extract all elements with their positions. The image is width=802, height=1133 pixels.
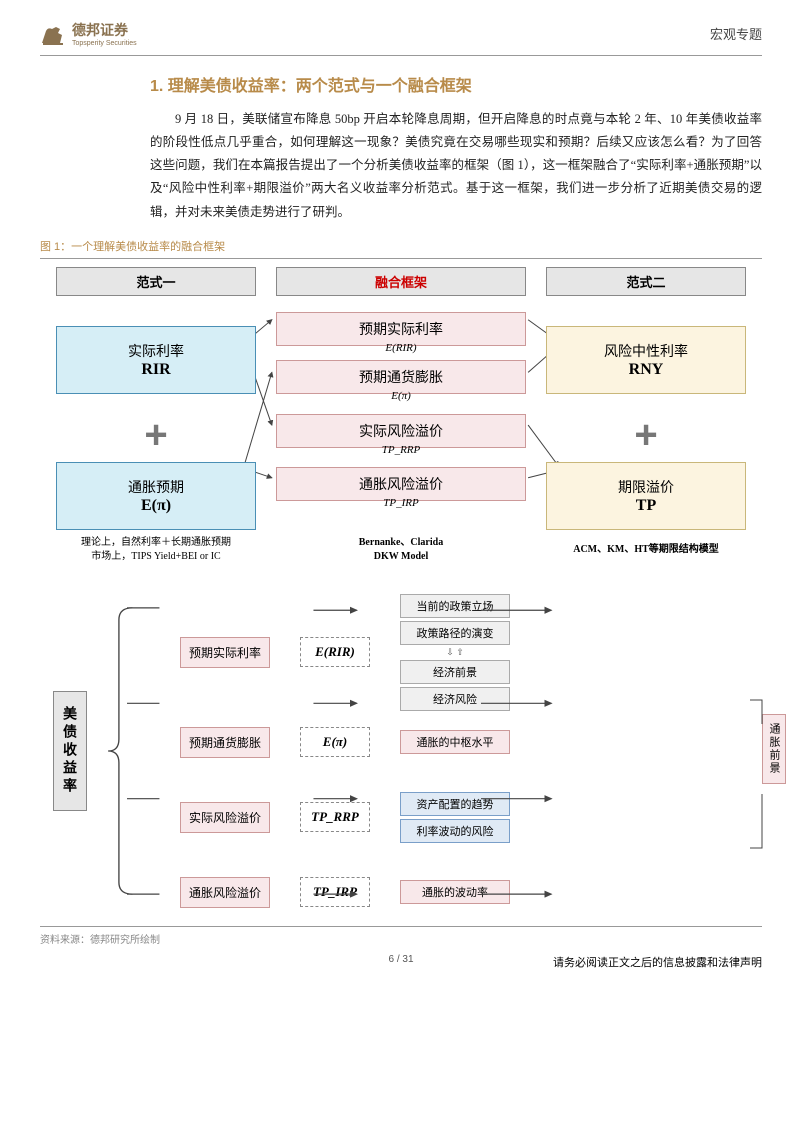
page-footer: 6 / 31 请务必阅读正文之后的信息披露和法律声明 <box>40 954 762 970</box>
note-right: ACM、KM、HT等期限结构模型 <box>546 543 746 557</box>
company-name: 德邦证券 <box>72 22 128 38</box>
paradigm-1-header: 范式一 <box>56 267 256 296</box>
rate-volatility-box: 利率波动的风险 <box>400 819 510 843</box>
risk-neutral-yield-box: 风险中性利率RNY <box>546 326 746 394</box>
logo: 德邦证券 Topsperity Securities <box>40 20 137 47</box>
plus-right: + <box>546 415 746 455</box>
page-header: 德邦证券 Topsperity Securities 宏观专题 <box>40 20 762 56</box>
updown-arrows-icon: ⇩ ⇧ <box>446 648 464 657</box>
side-connector-lines <box>750 694 770 854</box>
intro-paragraph: 9 月 18 日，美联储宣布降息 50bp 开启本轮降息周期，但开启降息的时点竟… <box>150 108 762 224</box>
term-premium-box: 期限溢价TP <box>546 462 746 530</box>
plus-left: + <box>56 415 256 455</box>
section-heading: 1. 理解美债收益率：两个范式与一个融合框架 <box>150 72 762 96</box>
inflation-expectation-box: 通胀预期E(π) <box>56 462 256 530</box>
d2-erir-sym: E(RIR) <box>300 637 370 667</box>
policy-path-box: 政策路径的演变 <box>400 621 510 645</box>
page-number: 6 / 31 <box>388 954 413 965</box>
source-note: 资料来源：德邦研究所绘制 <box>40 931 762 946</box>
inflation-center-box: 通胀的中枢水平 <box>400 730 510 754</box>
figure-1-diagram: 范式一 融合框架 范式二 实际利率RIR 预期实际利率 E(RIR) <box>40 258 762 927</box>
economic-outlook-box: 经济前景 <box>400 660 510 684</box>
expected-inflation-box: 预期通货膨胀 E(π) <box>276 360 526 402</box>
figure-1-caption: 图 1：一个理解美债收益率的融合框架 <box>40 238 762 254</box>
us-bond-yield-label: 美债收益率 <box>53 691 87 811</box>
d2-inflation-risk-premium: 通胀风险溢价 <box>180 877 270 908</box>
policy-stance-box: 当前的政策立场 <box>400 594 510 618</box>
disclaimer-text: 请务必阅读正文之后的信息披露和法律声明 <box>553 957 762 969</box>
economic-risk-box: 经济风险 <box>400 687 510 711</box>
inflation-vol-box: 通胀的波动率 <box>400 880 510 904</box>
fusion-header: 融合框架 <box>276 267 526 296</box>
inflation-risk-premium-box: 通胀风险溢价 TP_IRP <box>276 467 526 509</box>
horse-logo-icon <box>40 23 66 45</box>
figure-1-lower-diagram: 美债收益率 <box>40 584 762 918</box>
note-left: 理论上，自然利率＋长期通胀预期 市场上，TIPS Yield+BEI or IC <box>56 536 256 564</box>
company-subtitle: Topsperity Securities <box>72 40 137 47</box>
d2-epi-sym: E(π) <box>300 727 370 757</box>
d2-expected-rir: 预期实际利率 <box>180 637 270 668</box>
real-risk-premium-box: 实际风险溢价 TP_RRP <box>276 414 526 456</box>
d2-tpirp-sym: TP_IRP <box>300 877 370 907</box>
d2-tprrp-sym: TP_RRP <box>300 802 370 832</box>
note-mid: Bernanke、Clarida DKW Model <box>276 536 526 564</box>
asset-allocation-box: 资产配置的趋势 <box>400 792 510 816</box>
real-interest-rate-box: 实际利率RIR <box>56 326 256 394</box>
header-topic: 宏观专题 <box>710 24 762 43</box>
paradigm-2-header: 范式二 <box>546 267 746 296</box>
d2-expected-inflation: 预期通货膨胀 <box>180 727 270 758</box>
expected-rir-box: 预期实际利率 E(RIR) <box>276 312 526 354</box>
d2-real-risk-premium: 实际风险溢价 <box>180 802 270 833</box>
